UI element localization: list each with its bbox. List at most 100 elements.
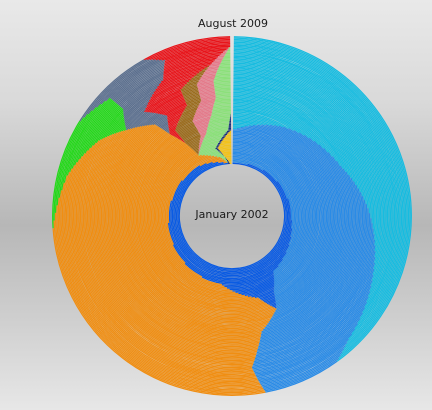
ring-segment-pink [194,119,210,126]
ring-segment-cyan [233,48,400,330]
ring-segment-orange [70,155,256,378]
ring-segment-light-green [214,90,231,93]
ring-segment-blue [262,160,351,331]
ring-segment-cyan [233,44,404,343]
ring-segment-green [112,119,125,135]
ring-segment-deep-blue [221,271,274,286]
ring-segment-blue [274,124,333,307]
ring-segment-pink [193,111,213,119]
ring-segment-blue [276,125,335,308]
ring-segment-slate [87,59,151,115]
ring-segment-red [159,99,186,115]
ring-segment-olive [188,140,201,147]
ring-segment-orange [71,153,256,377]
ring-segment-orange [95,129,258,353]
ring-segment-light-green [214,88,231,92]
ring-segment-blue [232,161,248,165]
ring-segment-blue [260,174,357,337]
ring-segment-green [121,126,127,132]
ring-segment-light-green [209,116,231,121]
ring-segment-cyan [233,77,371,214]
ring-segment-yellow [218,144,232,148]
ring-segment-orange [127,132,276,321]
ring-segment-pink [198,77,215,82]
ring-segment-olive [192,144,200,150]
ring-segment-cyan [233,41,407,350]
ring-segment-deep-blue [177,161,287,271]
ring-segment-orange [117,127,268,331]
ring-segment-olive [187,138,201,146]
ring-segment-light-green [205,129,229,135]
ring-segment-blue [232,132,316,289]
ring-segment-red [163,59,216,76]
ring-segment-light-green [212,108,231,112]
ring-segment-blue [232,129,319,292]
ring-segment-orange [146,143,256,302]
ring-segment-light-green [219,65,231,68]
ring-segment-blue [259,184,361,342]
ring-segment-olive [177,115,195,125]
ring-segment-slate [79,59,145,122]
ring-segment-deep-blue [265,297,276,304]
ring-segment-blue [236,128,321,294]
ring-segment-light-green [215,95,231,99]
ring-segment-orange [148,144,252,300]
ring-segment-slate [164,127,170,132]
ring-segment-slate [125,111,145,131]
ring-segment-deep-blue [175,161,289,273]
ring-segment-olive [183,90,199,97]
ring-segment-deep-blue [167,222,290,281]
ring-segment-cyan [233,66,382,258]
ring-segment-slate [122,81,162,112]
ring-segment-cyan [233,65,383,264]
ring-segment-pink [197,81,214,87]
ring-segment-light-green [212,107,231,111]
ring-segment-light-green [206,125,229,130]
ring-segment-slate [158,119,168,128]
ring-segment-light-green [214,101,231,105]
ring-segment-red [169,129,176,135]
ring-segment-orange [103,125,260,345]
ring-segment-orange [97,128,259,351]
ring-segment-green [100,110,124,140]
ring-segment-cyan [233,109,295,131]
ring-segment-orange [139,139,265,309]
ring-segment-deep-blue [184,258,284,284]
ring-segment-light-green [214,75,231,78]
ring-segment-slate [125,108,146,129]
ring-segment-deep-blue [263,296,276,303]
ring-segment-pink [197,84,215,90]
ring-segment-cyan [233,52,396,314]
ring-segment-olive [180,83,198,91]
ring-segment-orange [78,140,252,370]
ring-segment-light-green [214,76,231,79]
ring-segment-pink [204,70,218,74]
ring-segment-blue [232,151,297,245]
ring-segment-pink [193,117,211,125]
ring-segment-light-green [210,152,221,157]
ring-segment-olive [178,113,196,123]
ring-segment-pink [207,65,220,69]
ring-segment-red [167,112,183,123]
ring-segment-pink [197,127,208,132]
ring-segment-olive [204,67,208,70]
ring-segment-blue [261,124,329,302]
ring-segment-red [157,98,185,115]
ring-segment-slate [138,112,155,128]
ring-segment-green [76,101,115,163]
ring-segment-pink [196,104,214,110]
ring-segment-orange [145,142,259,303]
ring-segment-cyan [233,80,367,205]
ring-segment-orange [149,145,249,299]
ring-segment-cyan [233,100,329,153]
ring-segment-pink [200,135,206,139]
ring-segment-pink [214,58,223,61]
ring-segment-pink [205,68,218,72]
ring-segment-blue [232,139,309,281]
ring-segment-light-green [214,83,231,86]
ring-segment-orange [155,149,236,293]
ring-segment-orange [136,138,268,312]
ring-segment-olive [199,70,206,74]
ring-segment-blue [255,228,374,357]
ring-segment-light-green [216,70,231,73]
